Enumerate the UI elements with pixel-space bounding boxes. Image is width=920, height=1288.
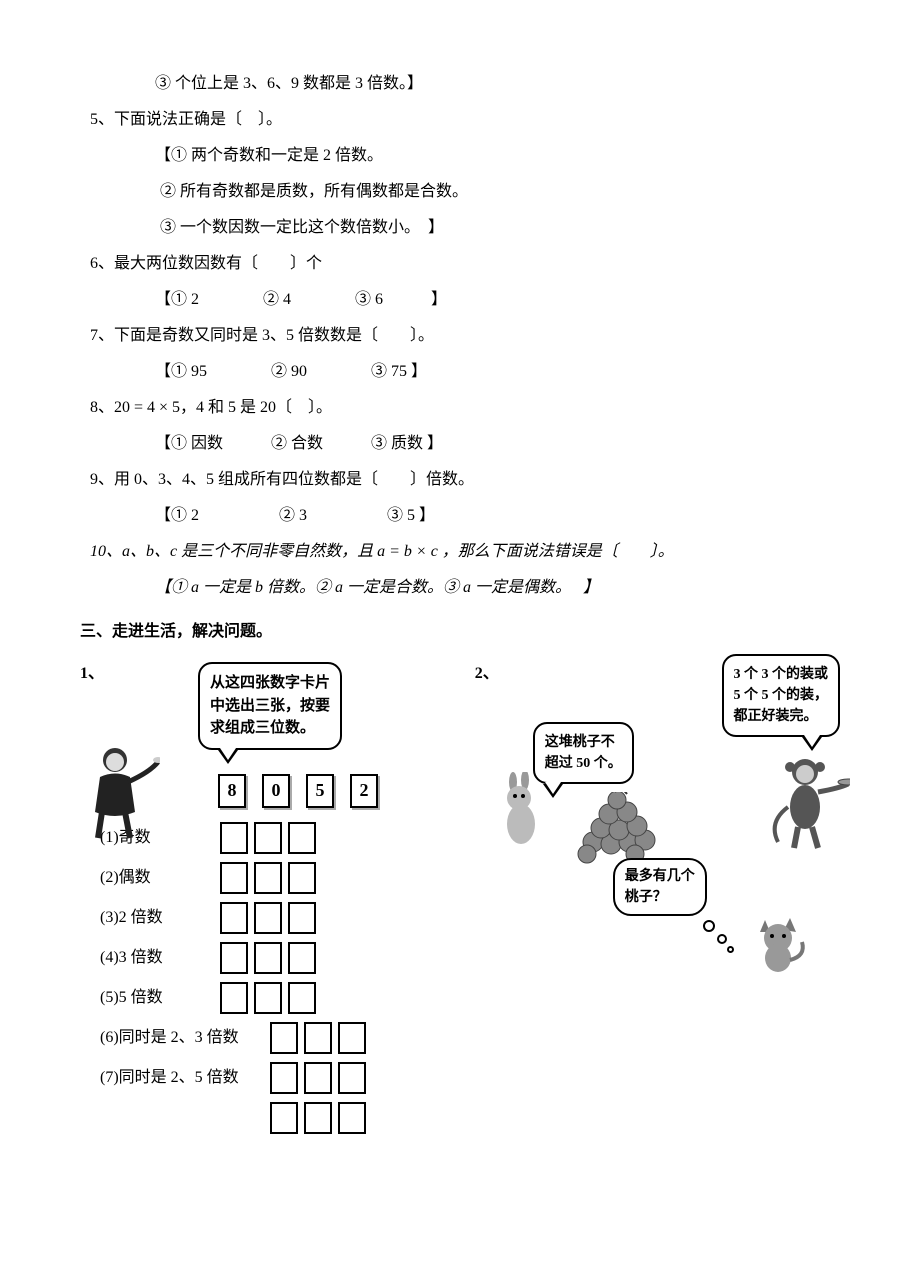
answer-box	[338, 1102, 366, 1134]
answer-box	[220, 982, 248, 1014]
answer-label: (5)5 倍数	[80, 986, 220, 1010]
answer-box	[254, 862, 282, 894]
q10-opts: 【① a 一定是 b 倍数。② a 一定是合数。③ a 一定是偶数。 】	[80, 576, 840, 600]
answer-label: (3)2 倍数	[80, 906, 220, 930]
answer-box	[288, 982, 316, 1014]
rabbit-icon	[493, 772, 553, 852]
card: 0	[262, 774, 290, 808]
problem-2: 2、 3 个 3 个的装或 5 个 5 个的装， 都正好装完。 这堆桃子不 超过…	[475, 662, 840, 1142]
q5-opt1: 【① 两个奇数和一定是 2 倍数。	[80, 144, 840, 168]
answer-label: (7)同时是 2、5 倍数	[80, 1066, 270, 1090]
answer-box	[220, 902, 248, 934]
q6-stem: 6、最大两位数因数有〔 〕个	[80, 252, 840, 276]
answer-box	[220, 862, 248, 894]
answer-box	[304, 1062, 332, 1094]
speech-cat: 最多有几个 桃子？	[613, 858, 707, 916]
speech-monkey: 3 个 3 个的装或 5 个 5 个的装， 都正好装完。	[722, 654, 841, 737]
q9-stem: 9、用 0、3、4、5 组成所有四位数都是〔 〕倍数。	[80, 468, 840, 492]
answer-box	[270, 1102, 298, 1134]
answer-box	[338, 1022, 366, 1054]
q8-stem: 8、20 = 4 × 5，4 和 5 是 20〔 〕。	[80, 396, 840, 420]
answer-label: (6)同时是 2、3 倍数	[80, 1026, 270, 1050]
q6-opts: 【① 2 ② 4 ③ 6 】	[80, 288, 840, 312]
monkey-icon	[770, 752, 850, 852]
answer-box	[288, 942, 316, 974]
answer-row: (7)同时是 2、5 倍数	[80, 1062, 445, 1094]
answer-box	[270, 1022, 298, 1054]
answer-row: (6)同时是 2、3 倍数	[80, 1022, 445, 1054]
cat-icon	[750, 912, 810, 972]
answer-row-extra	[80, 1102, 445, 1134]
answer-box	[220, 822, 248, 854]
answer-label: (4)3 倍数	[80, 946, 220, 970]
answer-row: (3)2 倍数	[80, 902, 445, 934]
answer-box	[304, 1022, 332, 1054]
answer-box	[270, 1062, 298, 1094]
answer-box	[288, 902, 316, 934]
section3-title: 三、走进生活，解决问题。	[80, 620, 840, 644]
q7-opts: 【① 95 ② 90 ③ 75 】	[80, 360, 840, 384]
answer-box	[254, 902, 282, 934]
card: 5	[306, 774, 334, 808]
answer-box	[338, 1062, 366, 1094]
person-icon	[80, 742, 160, 842]
card: 8	[218, 774, 246, 808]
answer-box	[304, 1102, 332, 1134]
q7-stem: 7、下面是奇数又同时是 3、5 倍数数是〔 〕。	[80, 324, 840, 348]
q5-opt2: ② 所有奇数都是质数，所有偶数都是合数。	[80, 180, 840, 204]
prob2-label: 2、	[475, 662, 503, 686]
card: 2	[350, 774, 378, 808]
q5-stem: 5、下面说法正确是〔 〕。	[80, 108, 840, 132]
answer-box	[254, 942, 282, 974]
answer-label: (2)偶数	[80, 866, 220, 890]
q3-option3: ③ 个位上是 3、6、9 数都是 3 倍数。】	[80, 72, 840, 96]
q8-opts: 【① 因数 ② 合数 ③ 质数 】	[80, 432, 840, 456]
answer-row: (4)3 倍数	[80, 942, 445, 974]
prob1-label: 1、	[80, 662, 108, 686]
answer-row: (5)5 倍数	[80, 982, 445, 1014]
answer-row: (2)偶数	[80, 862, 445, 894]
problem-1: 1、 从这四张数字卡片 中选出三张，按要 求组成三位数。 8 0 5 2 (1)	[80, 662, 445, 1142]
answer-box	[254, 982, 282, 1014]
speech-left: 从这四张数字卡片 中选出三张，按要 求组成三位数。	[198, 662, 342, 750]
q10-stem: 10、a、b、c 是三个不同非零自然数，且 a = b × c ，那么下面说法错…	[80, 540, 840, 564]
q9-opts: 【① 2 ② 3 ③ 5 】	[80, 504, 840, 528]
answer-box	[220, 942, 248, 974]
answer-box	[254, 822, 282, 854]
answer-box	[288, 822, 316, 854]
cards-row: 8 0 5 2	[218, 774, 445, 808]
q5-opt3: ③ 一个数因数一定比这个数倍数小。 】	[80, 216, 840, 240]
answer-box	[288, 862, 316, 894]
